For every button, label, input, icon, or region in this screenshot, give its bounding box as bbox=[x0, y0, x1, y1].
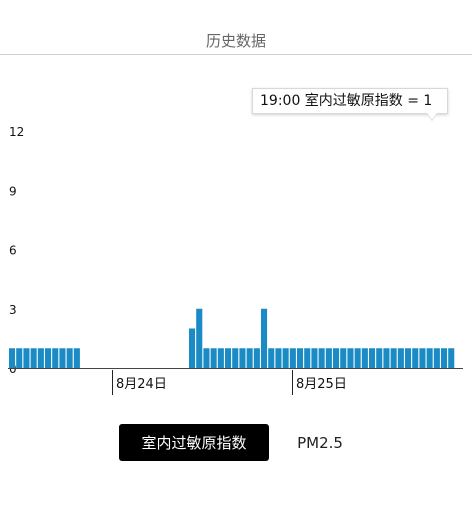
chart-bar bbox=[347, 348, 354, 368]
chart-bar bbox=[383, 348, 390, 368]
tab-pm25[interactable]: PM2.5 bbox=[290, 424, 350, 461]
chart-bar bbox=[45, 348, 52, 368]
x-tick-label: 8月24日 bbox=[116, 377, 167, 392]
header: 历史数据 bbox=[0, 0, 472, 55]
chart-bar bbox=[210, 348, 217, 368]
chart-bar bbox=[412, 348, 419, 368]
page-title: 历史数据 bbox=[205, 32, 266, 50]
chart-tooltip: 19:00 室内过敏原指数 = 1 bbox=[252, 88, 448, 114]
chart-bar bbox=[369, 348, 376, 368]
chart-bar bbox=[268, 348, 275, 368]
chart-bar bbox=[30, 348, 37, 368]
chart-svg: 0369128月24日8月25日 bbox=[8, 125, 463, 395]
y-tick-label: 12 bbox=[9, 125, 24, 139]
y-tick-label: 9 bbox=[9, 184, 17, 198]
chart-bar bbox=[196, 308, 203, 368]
chart-bar bbox=[225, 348, 232, 368]
chart-bar bbox=[282, 348, 289, 368]
tooltip-text: 19:00 室内过敏原指数 = 1 bbox=[260, 93, 433, 109]
x-tick-label: 8月25日 bbox=[296, 377, 347, 392]
y-tick-label: 3 bbox=[9, 303, 17, 317]
chart-bar bbox=[390, 348, 397, 368]
chart-bar bbox=[253, 348, 260, 368]
chart-bar bbox=[73, 348, 80, 368]
chart-bar bbox=[203, 348, 210, 368]
chart-bar bbox=[246, 348, 253, 368]
chart-bar bbox=[397, 348, 404, 368]
chart-bar bbox=[405, 348, 412, 368]
chart-bar bbox=[311, 348, 318, 368]
chart-bar bbox=[441, 348, 448, 368]
chart-bar bbox=[52, 348, 59, 368]
chart-bar bbox=[9, 348, 16, 368]
chart-bar bbox=[37, 348, 44, 368]
chart-bar bbox=[433, 348, 440, 368]
chart-bar bbox=[189, 328, 196, 368]
y-tick-label: 6 bbox=[9, 244, 17, 258]
chart-bar bbox=[23, 348, 30, 368]
chart-bar bbox=[419, 348, 426, 368]
chart-bar bbox=[361, 348, 368, 368]
chart-bar bbox=[426, 348, 433, 368]
history-chart[interactable]: 0369128月24日8月25日 bbox=[0, 0, 472, 420]
chart-bar bbox=[318, 348, 325, 368]
chart-bar bbox=[239, 348, 246, 368]
chart-bar bbox=[354, 348, 361, 368]
chart-bar bbox=[325, 348, 332, 368]
chart-bar bbox=[232, 348, 239, 368]
chart-bar bbox=[275, 348, 282, 368]
chart-bar bbox=[59, 348, 66, 368]
chart-bar bbox=[261, 308, 268, 368]
chart-bar bbox=[304, 348, 311, 368]
chart-bar bbox=[333, 348, 340, 368]
tab-allergen-index[interactable]: 室内过敏原指数 bbox=[119, 424, 269, 461]
chart-bar bbox=[340, 348, 347, 368]
chart-bar bbox=[297, 348, 304, 368]
chart-bar bbox=[66, 348, 73, 368]
chart-bar bbox=[289, 348, 296, 368]
chart-bar bbox=[217, 348, 224, 368]
chart-bar bbox=[376, 348, 383, 368]
chart-bar bbox=[16, 348, 23, 368]
chart-bar bbox=[448, 348, 455, 368]
